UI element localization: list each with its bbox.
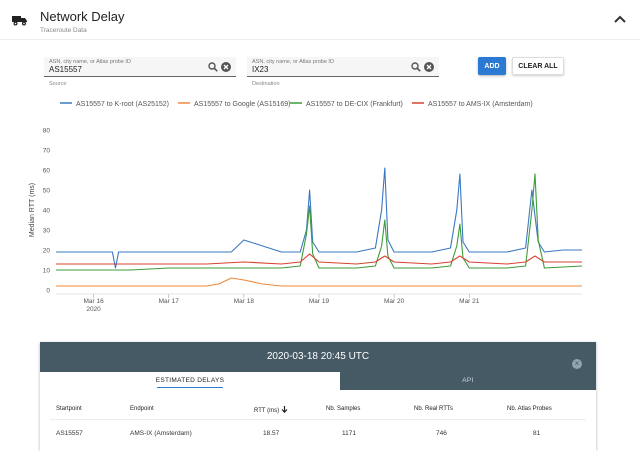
tab-api-label: API [462, 377, 474, 384]
page-title: Network Delay [40, 9, 125, 24]
panel-title: 2020-03-18 20:45 UTC [40, 342, 596, 372]
page-subtitle: Traceroute Data [40, 27, 87, 34]
destination-placeholder: ASN, city name, or Atlas probe ID [252, 59, 334, 65]
x-tick-year-label: 2020 [86, 306, 101, 313]
column-header-startpoint[interactable]: Startpoint [56, 406, 82, 412]
y-axis-label: Median RTT (ms) [29, 183, 36, 237]
legend-entry[interactable]: AS15557 to K-root (AS25152) [76, 101, 169, 108]
source-field[interactable]: ASN, city name, or Atlas probe ID [44, 57, 236, 77]
column-header-endpoint[interactable]: Endpoint [130, 406, 154, 412]
cell-samples: 1171 [342, 430, 356, 437]
cell-endpoint: AMS-IX (Amsterdam) [130, 430, 192, 437]
search-icon[interactable] [208, 62, 218, 72]
y-tick-label: 40 [43, 208, 51, 215]
series-line [56, 277, 582, 287]
legend-entry[interactable]: AS15557 to DE-CIX (Frankfurt) [306, 101, 403, 108]
cell-startpoint: AS15557 [56, 430, 83, 437]
tab-api[interactable]: API [340, 372, 596, 390]
x-tick-label: Mar 21 [459, 298, 480, 305]
column-header-rtt-label: RTT (ms) [254, 408, 280, 414]
destination-helper: Destination [252, 81, 280, 87]
cell-atlas-probes: 81 [533, 430, 541, 437]
x-tick-label: Mar 17 [159, 298, 180, 305]
source-input[interactable] [49, 65, 199, 74]
column-header-atlas-probes[interactable]: Nb. Atlas Probes [507, 406, 552, 412]
clear-all-button[interactable]: CLEAR ALL [512, 57, 564, 75]
y-tick-label: 10 [43, 268, 51, 275]
delay-info-panel: 2020-03-18 20:45 UTC × ESTIMATED DELAYS … [40, 342, 596, 451]
series-line [56, 167, 582, 269]
app-header: Network Delay Traceroute Data [0, 0, 640, 40]
close-icon[interactable]: × [572, 359, 582, 369]
source-helper: Source [49, 81, 67, 87]
tab-estimated-delays[interactable]: ESTIMATED DELAYS [40, 372, 340, 390]
source-placeholder: ASN, city name, or Atlas probe ID [49, 59, 131, 65]
series-line [56, 253, 582, 265]
tab-estimated-delays-label: ESTIMATED DELAYS [155, 377, 225, 384]
table-divider [50, 419, 586, 420]
destination-field[interactable]: ASN, city name, or Atlas probe ID [247, 57, 439, 77]
search-icon[interactable] [411, 62, 421, 72]
y-tick-label: 70 [43, 148, 51, 155]
clear-icon[interactable] [424, 62, 434, 72]
column-header-real-rtts[interactable]: Nb. Real RTTs [414, 406, 453, 412]
x-tick-label: Mar 16 [83, 298, 104, 305]
series-line [56, 173, 583, 271]
y-tick-label: 60 [43, 168, 51, 175]
y-tick-label: 0 [46, 288, 50, 295]
active-tab-indicator [157, 386, 223, 388]
destination-input[interactable] [252, 65, 402, 74]
arrow-down-icon [281, 406, 288, 414]
legend-entry[interactable]: AS15557 to Google (AS15169) [194, 101, 291, 108]
network-delay-chart[interactable]: AS15557 to K-root (AS25152) AS15557 to Go… [0, 90, 640, 320]
y-tick-label: 30 [43, 228, 51, 235]
column-header-samples[interactable]: Nb. Samples [326, 406, 361, 412]
legend-entry[interactable]: AS15557 to AMS-IX (Amsterdam) [428, 101, 533, 108]
x-tick-label: Mar 20 [384, 298, 405, 305]
y-tick-label: 50 [43, 188, 51, 195]
y-tick-label: 20 [43, 248, 51, 255]
x-tick-label: Mar 19 [309, 298, 330, 305]
clear-icon[interactable] [221, 62, 231, 72]
y-tick-label: 80 [43, 128, 51, 135]
x-tick-label: Mar 18 [234, 298, 255, 305]
cell-real-rtts: 746 [436, 430, 447, 437]
chevron-up-icon[interactable] [614, 14, 626, 24]
add-button[interactable]: ADD [478, 57, 506, 75]
truck-icon [12, 16, 27, 26]
cell-rtt: 18.57 [263, 430, 280, 437]
column-header-rtt[interactable]: RTT (ms) [254, 406, 288, 414]
